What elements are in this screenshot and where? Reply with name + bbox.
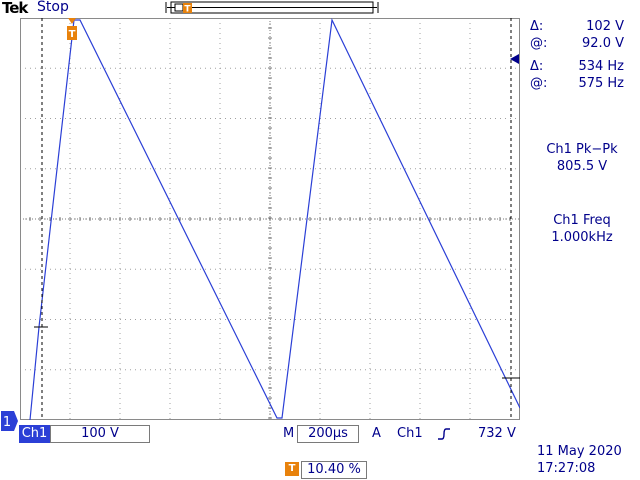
freq-at-value: 575 Hz: [578, 76, 624, 91]
svg-text:T: T: [184, 5, 191, 15]
timebase-prefix: M: [283, 426, 295, 441]
measurement-frequency-label: Ch1 Freq: [553, 213, 611, 228]
brand-logo: Tek: [2, 0, 28, 17]
channel-1-trace: [29, 18, 520, 420]
trigger-position-icon: T: [183, 3, 192, 14]
trigger-position[interactable]: 10.40 %: [301, 461, 367, 479]
measurement-pk-pk-label: Ch1 Pk−Pk: [546, 142, 618, 157]
voltage-at-value: 92.0 V: [582, 36, 624, 51]
trigger-prefix: A: [372, 426, 381, 441]
trigger-level: 732 V: [478, 426, 516, 441]
record-length-indicator: T: [165, 1, 379, 14]
measurement-pk-pk: Ch1 Pk−Pk 805.5 V: [526, 141, 638, 175]
measurement-frequency: Ch1 Freq 1.000kHz: [526, 212, 638, 246]
voltage-at-label: @:: [530, 36, 548, 51]
voltage-delta-value: 102 V: [586, 19, 624, 34]
svg-text:T: T: [69, 29, 76, 40]
freq-delta-value: 534 Hz: [578, 59, 624, 74]
measurement-frequency-value: 1.000kHz: [551, 230, 613, 245]
waveform-display[interactable]: T: [20, 18, 520, 420]
channel-1-badge[interactable]: Ch1: [19, 425, 50, 443]
timebase-value[interactable]: 200µs: [297, 425, 359, 443]
graticule-grid: [20, 18, 520, 420]
date: 11 May 2020: [537, 444, 622, 459]
voltage-delta-label: Δ:: [530, 19, 544, 34]
measurement-pk-pk-value: 805.5 V: [556, 159, 608, 174]
freq-at-label: @:: [530, 76, 548, 91]
trigger-position-marker-icon: T: [285, 462, 299, 476]
freq-delta-label: Δ:: [530, 59, 544, 74]
trigger-marker-icon: T: [67, 18, 77, 40]
channel-1-scale: 100 V: [50, 425, 150, 443]
channel-1-marker-icon: 1: [1, 411, 18, 431]
time: 17:27:08: [537, 461, 596, 476]
trigger-level-icon: [510, 54, 519, 64]
acquisition-status: Stop: [37, 0, 69, 15]
rising-edge-icon: [438, 428, 450, 440]
trigger-source: Ch1: [397, 426, 423, 441]
svg-text:1: 1: [3, 415, 11, 430]
